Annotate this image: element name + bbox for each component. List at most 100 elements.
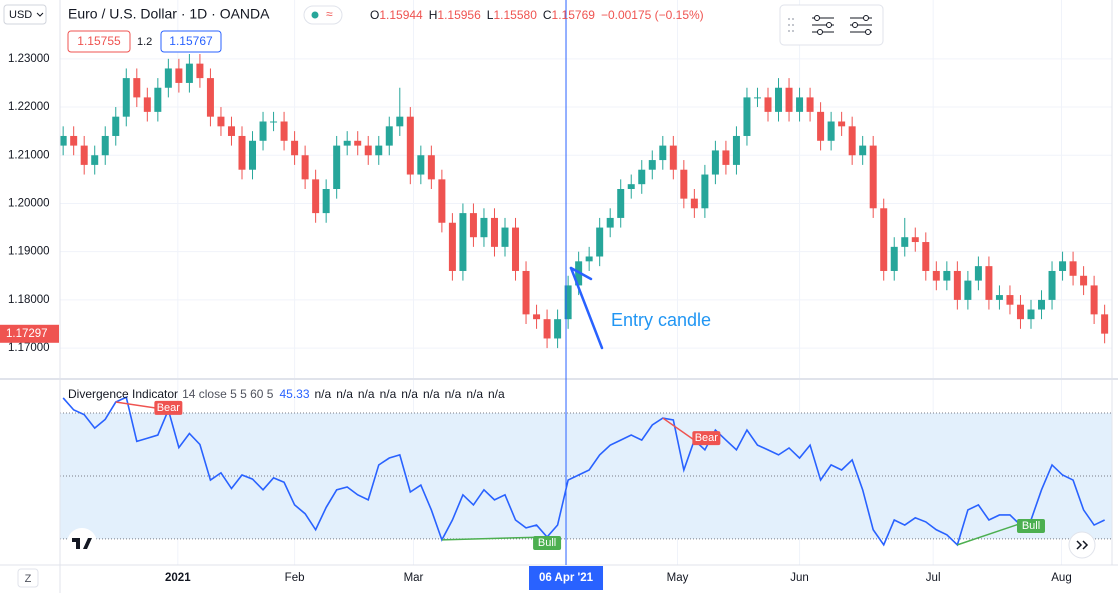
candle-body: [59, 135, 67, 146]
candle-body: [1027, 309, 1035, 320]
candle-body: [512, 227, 520, 271]
x-tick-label: Jun: [790, 572, 809, 584]
candle-body: [596, 227, 604, 257]
candle-body: [385, 126, 393, 146]
change: −0.00175 (−0.15%): [601, 8, 704, 22]
candle-body: [775, 87, 783, 112]
ohlc-key: O: [370, 8, 379, 22]
candle-body: [312, 179, 320, 214]
y-tick-label: 1.19000: [8, 246, 50, 258]
candle-body: [448, 222, 456, 271]
candle-body: [995, 295, 1003, 300]
candle-body: [480, 217, 488, 238]
indicator-legend: Divergence Indicator 14 close 5 5 60 5 45.…: [68, 387, 505, 401]
candle-body: [648, 160, 656, 170]
entry-arrow: [569, 266, 604, 350]
candle-body: [964, 280, 972, 300]
candle-body: [806, 97, 814, 112]
currency-label: USD: [9, 9, 32, 21]
last-price-tag: [0, 324, 59, 343]
logo-icon: [72, 538, 92, 549]
candle-body: [522, 270, 530, 315]
buy-button[interactable]: [160, 30, 222, 53]
signal-label: Bull: [538, 537, 556, 549]
status-pill[interactable]: [303, 5, 343, 25]
sell-button[interactable]: [67, 30, 131, 53]
candle-body: [585, 256, 593, 262]
candle-body: [154, 87, 162, 112]
sell-price: 1.15755: [77, 34, 121, 48]
y-tick-label: 1.22000: [8, 101, 50, 113]
candle-body: [606, 217, 614, 228]
candle-body: [1038, 299, 1046, 310]
signal-tag: [1016, 519, 1045, 534]
candle-body: [70, 135, 78, 146]
signal-label: Bull: [1022, 520, 1040, 532]
candle-body: [943, 270, 951, 281]
candle-body: [164, 68, 172, 88]
timezone-button[interactable]: [17, 568, 39, 588]
candle-body: [238, 135, 246, 170]
candle-body: [333, 145, 341, 189]
candle-body: [91, 155, 99, 165]
candle-body: [354, 140, 362, 146]
indicator-extra: n/a: [445, 387, 462, 401]
candle-body: [301, 155, 309, 180]
candle-body: [175, 68, 183, 83]
ohlc-value: 1.15956: [437, 8, 481, 22]
market-open-dot: [311, 11, 319, 19]
candle-body: [417, 155, 425, 175]
candle-body: [122, 78, 130, 117]
x-tick-label: Mar: [404, 572, 424, 584]
candle-body: [796, 97, 804, 112]
candle-body: [227, 126, 235, 136]
labels-layer: 1.17000 1.18000 1.19000 1.20000 1.21000 1.220…: [0, 0, 1072, 590]
ohlc-value: 1.15580: [493, 8, 537, 22]
candle-body: [501, 227, 509, 247]
candle-body: [701, 174, 709, 209]
candle-body: [880, 208, 888, 271]
candle-body: [322, 189, 330, 214]
candle-body: [280, 121, 288, 141]
candle-body: [185, 63, 193, 83]
candle-body: [438, 179, 446, 223]
settings-button[interactable]: [812, 15, 834, 35]
crosshair-label: 06 Apr '21: [539, 572, 594, 584]
indicator-extra: n/a: [358, 387, 375, 401]
indicator-line: [62, 396, 1105, 547]
candle-body: [196, 63, 204, 79]
drag-handle: [788, 18, 794, 32]
currency-button[interactable]: [3, 4, 47, 25]
candle-body: [638, 169, 646, 185]
ohlc-key: H: [429, 8, 438, 22]
status-icon: ≈: [326, 7, 333, 21]
candle-body: [859, 145, 867, 156]
annotation: Entry candle: [611, 310, 711, 330]
y-tick-label: 1.20000: [8, 197, 50, 209]
candle-body: [680, 169, 688, 199]
candle-body: [817, 111, 825, 141]
candle-body: [469, 213, 477, 238]
candle-body: [364, 145, 372, 156]
candle-body: [922, 242, 930, 271]
candle-body: [890, 246, 898, 271]
y-tick-label: 1.21000: [8, 149, 50, 161]
candle-body: [1069, 261, 1077, 276]
candle-body: [838, 121, 846, 127]
y-tick-label: 1.18000: [8, 294, 50, 306]
indicators-button[interactable]: [850, 15, 872, 35]
logo-button[interactable]: [67, 528, 97, 558]
candle-body: [343, 140, 351, 146]
candle-body: [112, 116, 120, 136]
candle-body: [459, 213, 467, 271]
y-tick-label: 1.17000: [8, 342, 50, 354]
candle-body: [291, 140, 299, 156]
signal-tag: [533, 535, 562, 550]
candle-body: [1090, 285, 1098, 315]
candle-body: [669, 145, 677, 170]
candle-body: [869, 145, 877, 209]
candle-body: [1048, 270, 1056, 300]
candle-body: [848, 126, 856, 156]
divergence-line: [441, 536, 548, 541]
candle-body: [974, 266, 982, 281]
